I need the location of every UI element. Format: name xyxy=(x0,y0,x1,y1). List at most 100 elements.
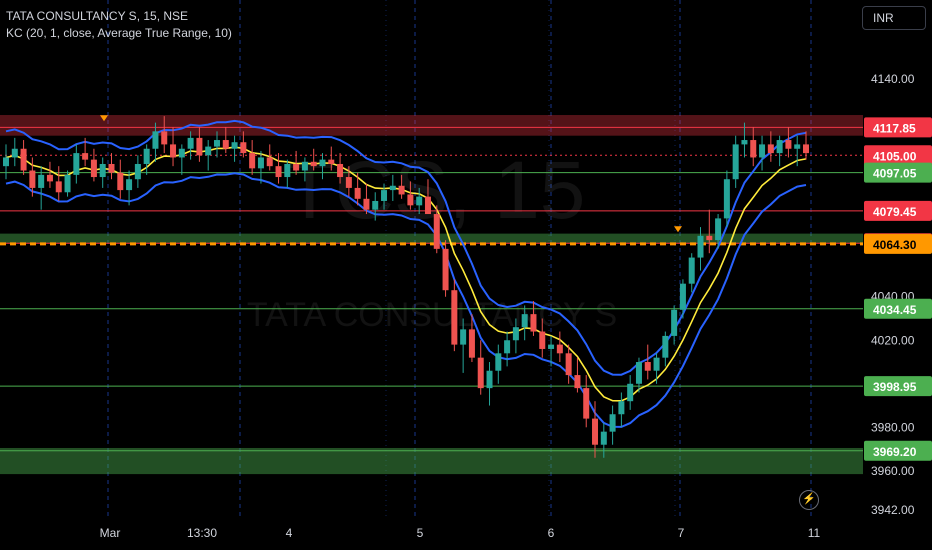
currency-button[interactable]: INR xyxy=(862,6,926,30)
candle xyxy=(108,153,115,180)
candle-body xyxy=(231,142,238,149)
candle-body xyxy=(178,148,185,158)
candle-body xyxy=(723,179,730,219)
candle xyxy=(679,279,686,319)
candle xyxy=(600,422,607,458)
price-axis[interactable]: 4140.004040.004020.004000.003980.003960.… xyxy=(863,0,932,550)
candle-body xyxy=(767,144,774,154)
price-label-text: 4097.05 xyxy=(873,167,917,181)
price-label-bg xyxy=(864,117,932,138)
candle xyxy=(407,181,414,210)
time-tick-label: 5 xyxy=(417,526,424,540)
candle-body xyxy=(600,431,607,445)
candle-body xyxy=(319,159,326,167)
candle xyxy=(73,144,80,184)
candle xyxy=(662,331,669,367)
candle-body xyxy=(345,177,352,188)
candle xyxy=(20,140,27,175)
candle-body xyxy=(161,131,168,145)
price-tick-label: 4020.00 xyxy=(871,333,915,347)
candle xyxy=(723,170,730,228)
candle-body xyxy=(530,314,537,332)
price-label-text: 4079.45 xyxy=(873,205,917,219)
price-label-text: 3998.95 xyxy=(873,380,917,394)
candle xyxy=(126,170,133,206)
candle xyxy=(293,150,300,175)
candle xyxy=(249,140,256,175)
candle-body xyxy=(416,196,423,206)
candle xyxy=(486,362,493,406)
candle-body xyxy=(653,357,660,371)
candle-body xyxy=(539,331,546,349)
time-axis[interactable]: Mar 13:30 4 5 6 7 11 xyxy=(0,520,932,550)
candle-body xyxy=(521,314,528,328)
price-label-bg xyxy=(864,200,932,221)
candle xyxy=(803,131,809,160)
candle-body xyxy=(64,174,71,193)
candle-body xyxy=(55,181,62,193)
candle-body xyxy=(310,161,317,167)
candle xyxy=(319,153,326,180)
candles xyxy=(3,116,809,458)
candle-body xyxy=(90,159,97,178)
candle xyxy=(627,375,634,410)
candle-body xyxy=(803,144,809,154)
candle xyxy=(715,214,722,249)
candle-body xyxy=(46,174,53,182)
time-axis-bg xyxy=(0,520,932,550)
candle-body xyxy=(504,340,511,354)
candle xyxy=(468,314,475,363)
candle xyxy=(592,401,599,458)
candle xyxy=(266,144,273,171)
candle xyxy=(512,318,519,354)
time-tick-label: Mar xyxy=(100,526,121,540)
symbol-title[interactable]: TATA CONSULTANCY S, 15, NSE xyxy=(6,9,189,23)
candle xyxy=(635,357,642,393)
candle xyxy=(284,159,291,188)
candle xyxy=(55,166,62,201)
candle-body xyxy=(671,309,678,336)
candle-body xyxy=(240,142,247,154)
candle-body xyxy=(11,148,18,158)
candle-body xyxy=(266,157,273,167)
candle-body xyxy=(293,163,300,171)
zone-green xyxy=(0,233,863,244)
candle-body xyxy=(205,146,212,156)
candle-body xyxy=(486,370,493,389)
price-label-bg xyxy=(864,298,932,319)
candle-body xyxy=(389,185,396,191)
price-tick-label: 4140.00 xyxy=(871,72,915,86)
candle-body xyxy=(213,140,220,147)
candle xyxy=(257,150,264,184)
candle-body xyxy=(556,344,563,354)
candle xyxy=(29,157,36,197)
candle xyxy=(240,131,247,158)
candle-body xyxy=(495,353,502,371)
candle-body xyxy=(451,290,458,345)
candle-body xyxy=(126,179,133,191)
candle-body xyxy=(3,157,9,167)
candle-body xyxy=(794,144,801,149)
candle xyxy=(521,305,528,341)
price-label-bg xyxy=(864,233,932,254)
candle-body xyxy=(750,140,757,158)
candle xyxy=(767,131,774,162)
candle xyxy=(433,205,440,254)
candle xyxy=(697,227,704,271)
candle xyxy=(759,135,766,171)
lightning-icon[interactable]: ⚡ xyxy=(799,490,819,510)
indicator-title[interactable]: KC (20, 1, close, Average True Range, 10… xyxy=(6,26,232,40)
candle xyxy=(565,344,572,384)
candle xyxy=(354,172,361,206)
price-labels: 4117.854105.004097.054079.454064.554064.… xyxy=(864,117,932,461)
time-tick-label: 6 xyxy=(548,526,555,540)
candle xyxy=(442,240,449,297)
candle xyxy=(389,174,396,201)
markers xyxy=(100,115,682,233)
candle xyxy=(231,135,238,162)
candle xyxy=(117,159,124,199)
candle xyxy=(750,126,757,167)
candle-body xyxy=(460,329,467,345)
price-label-bg xyxy=(864,376,932,397)
